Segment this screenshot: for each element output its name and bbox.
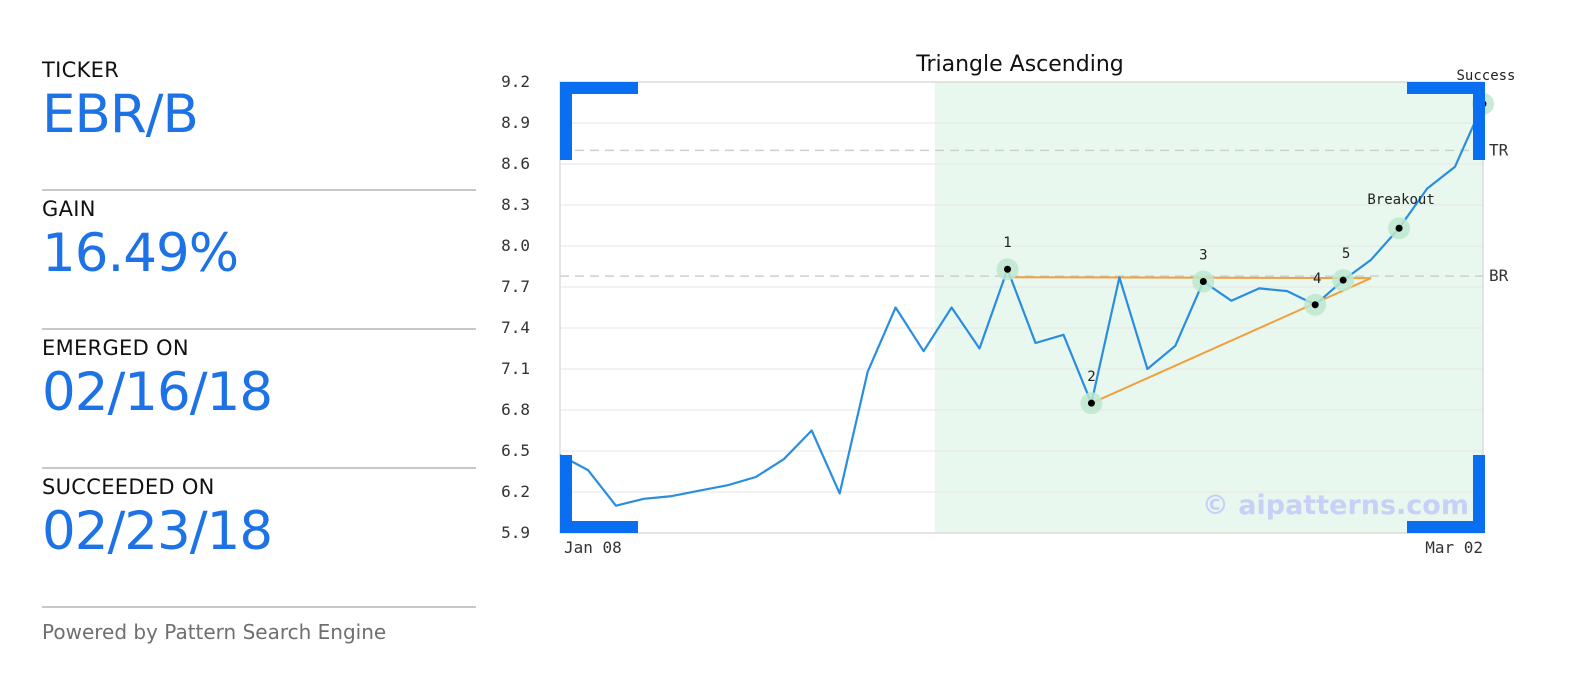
powered-by-text: Powered by Pattern Search Engine: [42, 620, 387, 644]
y-tick-label: 8.3: [501, 195, 530, 214]
y-tick-label: 9.2: [501, 72, 530, 91]
chart-title: Triangle Ascending: [915, 52, 1123, 77]
pattern-point-label: 4: [1313, 271, 1321, 287]
y-tick-label: 7.4: [501, 318, 530, 337]
y-tick-label: 8.0: [501, 236, 530, 255]
y-tick-label: 7.1: [501, 359, 530, 378]
corner-bracket: [1473, 82, 1485, 160]
ticker-value: EBR/B: [42, 84, 199, 145]
pattern-point-dot: [1395, 224, 1403, 232]
reference-label-tr: TR: [1489, 140, 1509, 159]
gain-value: 16.49%: [42, 223, 239, 284]
corner-bracket: [560, 521, 638, 533]
y-tick-label: 8.9: [501, 113, 530, 132]
reference-lines-layer: [560, 149, 1483, 277]
y-tick-label: 6.8: [501, 400, 530, 419]
pattern-point-label: 3: [1199, 248, 1207, 264]
pattern-point-dot: [1339, 276, 1347, 284]
x-end-label: Mar 02: [1425, 538, 1483, 557]
y-tick-label: 5.9: [501, 523, 530, 542]
succeeded-block: SUCCEEDED ON 02/23/18: [42, 475, 476, 608]
corner-bracket: [560, 82, 638, 94]
pattern-point-label: 1: [1003, 235, 1011, 251]
chart-text-layer: 5.9 6.2 6.5 6.8 7.1 7.4 7.7 8.0 8.3 8.6 8.9 9.2 Jan …: [501, 52, 1515, 557]
watermark-text: © aipatterns.com: [1202, 490, 1469, 521]
pattern-lines-layer: [1007, 276, 1372, 405]
y-tick-label: 7.7: [501, 277, 530, 296]
corner-bracket: [1473, 455, 1485, 533]
pattern-point-dot: [1087, 399, 1095, 407]
pattern-point-label: 2: [1087, 369, 1095, 385]
emerged-label: EMERGED ON: [42, 336, 189, 360]
chart-background-layer: [934, 82, 1483, 533]
pattern-point-dot: [1311, 301, 1319, 309]
gain-label: GAIN: [42, 197, 96, 221]
pattern-highlight-band: [934, 82, 1483, 533]
plot-frame: [559, 81, 1484, 534]
resistance-line: [1007, 276, 1372, 280]
pattern-point-label: 5: [1342, 246, 1350, 262]
corner-bracket: [560, 455, 572, 533]
corner-brackets-layer: [560, 82, 1485, 533]
x-start-label: Jan 08: [564, 538, 622, 557]
y-tick-label: 6.2: [501, 482, 530, 501]
price-series-layer: [559, 103, 1485, 507]
support-line: [1091, 277, 1372, 405]
y-tick-label: 6.5: [501, 441, 530, 460]
pattern-point-label: Breakout: [1367, 192, 1434, 208]
corner-bracket: [1407, 82, 1485, 94]
price-series-line: [559, 103, 1485, 507]
stats-panel: TICKER EBR/B GAIN 16.49% EMERGED ON 02/1…: [42, 52, 476, 644]
pattern-point-label: Success: [1456, 68, 1515, 84]
pattern-point-dot: [1199, 278, 1207, 286]
chart-grid-layer: [559, 81, 1484, 534]
emerged-value: 02/16/18: [42, 362, 273, 423]
corner-bracket: [560, 82, 572, 160]
emerged-block: EMERGED ON 02/16/18: [42, 336, 476, 469]
gain-block: GAIN 16.49%: [42, 197, 476, 330]
ticker-label: TICKER: [42, 58, 120, 82]
succeeded-value: 02/23/18: [42, 501, 273, 562]
ticker-block: TICKER EBR/B: [42, 58, 476, 191]
pattern-point-dot: [1004, 265, 1012, 273]
y-tick-label: 8.6: [501, 154, 530, 173]
reference-label-br: BR: [1489, 266, 1509, 285]
succeeded-label: SUCCEEDED ON: [42, 475, 215, 499]
corner-bracket: [1407, 521, 1485, 533]
